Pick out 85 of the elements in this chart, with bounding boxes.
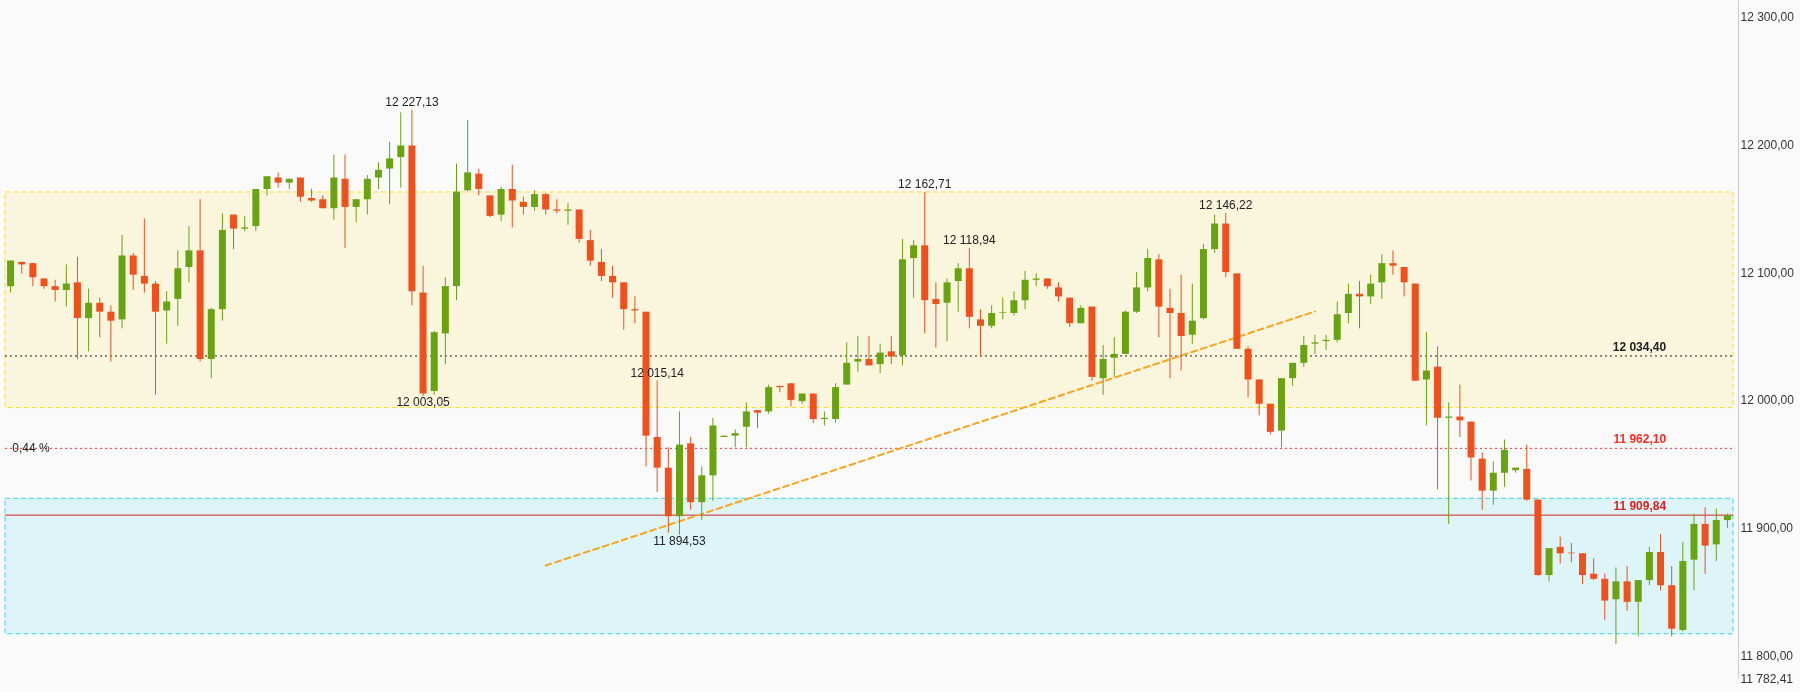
y-tick-label: 12 100,00: [1740, 265, 1795, 280]
candlestick: [865, 335, 873, 366]
annotation: 12 003,05: [396, 395, 451, 410]
candlestick: [1612, 566, 1620, 645]
candlestick: [1188, 283, 1196, 345]
candlestick: [1177, 274, 1185, 372]
annotation: 12 146,22: [1199, 198, 1253, 213]
candlestick: [787, 382, 795, 407]
y-tick-label: 11 900,00: [1740, 521, 1794, 536]
candlestick: [1500, 439, 1508, 488]
candlestick: [1590, 557, 1598, 581]
candlestick: [386, 141, 394, 205]
candlestick: [1601, 573, 1609, 621]
candlestick: [85, 288, 93, 352]
annotation: 12 118,94: [943, 232, 996, 247]
annotation: 11 894,53: [653, 533, 707, 548]
candlestick: [475, 168, 483, 196]
candlestick: [843, 341, 851, 386]
candlestick: [887, 335, 895, 365]
candlestick: [296, 177, 304, 203]
candlestick: [107, 304, 115, 363]
candlestick: [932, 281, 940, 349]
candlestick: [374, 161, 382, 190]
candlestick: [1579, 552, 1586, 585]
candlestick: [1489, 460, 1497, 506]
candlestick: [531, 189, 539, 212]
candlestick: [1300, 335, 1308, 368]
candlestick: [129, 252, 137, 291]
candlestick: [62, 263, 70, 308]
ref-line-label: 11 909,84: [1613, 499, 1667, 514]
candlestick: [1623, 565, 1631, 612]
candlestick: [542, 192, 550, 216]
candlestick: [742, 401, 750, 448]
candlestick: [1344, 283, 1352, 324]
candlestick: [910, 239, 918, 299]
candlestick: [854, 335, 862, 373]
annotation: 0,44 %: [12, 441, 51, 456]
candlestick: [230, 214, 238, 250]
candlestick: [363, 174, 371, 216]
candlestick: [586, 229, 594, 267]
candlestick: [954, 262, 962, 313]
candlestick: [274, 171, 282, 189]
candlestick: [1556, 536, 1564, 564]
candlestick: [597, 248, 605, 282]
candlestick: [163, 290, 171, 345]
candlestick: [876, 343, 884, 374]
annotation: 12 162,71: [898, 176, 952, 191]
candlestick: [1166, 288, 1174, 379]
candlestick: [1389, 249, 1397, 276]
candlestick: [486, 194, 494, 218]
y-tick-label: 11 800,00: [1740, 649, 1794, 664]
candlestick: [999, 297, 1007, 320]
candlestick: [1634, 579, 1642, 637]
candlestick: [1110, 336, 1118, 378]
candlestick: [1701, 506, 1709, 575]
ref-line-label: 12 034,40: [1612, 339, 1667, 354]
annotation: 12 227,13: [385, 94, 439, 109]
candlestick: [988, 304, 996, 329]
candlestick: [1311, 334, 1319, 355]
candlestick: [51, 279, 59, 302]
candlestick: [1021, 270, 1029, 310]
y-tick-label: 11 782,41: [1740, 671, 1794, 686]
ref-line-label: 11 962,10: [1613, 432, 1667, 447]
candlestick: [508, 164, 516, 228]
candlestick: [1099, 344, 1107, 396]
y-tick-label: 12 200,00: [1740, 137, 1795, 152]
candlestick: [352, 198, 360, 223]
candlestick: [96, 297, 104, 338]
candlestick: [397, 111, 405, 189]
candlestick: [1400, 266, 1408, 297]
candlestick: [609, 265, 617, 299]
candlestick: [1055, 281, 1063, 302]
candlestick: [140, 217, 148, 294]
candlestick: [943, 277, 951, 342]
y-tick-label: 12 300,00: [1740, 9, 1795, 24]
candlestick: [185, 225, 193, 283]
candlestick: [263, 175, 271, 196]
candlestick: [1010, 290, 1018, 317]
candlestick: [1367, 274, 1375, 305]
candlestick: [464, 119, 472, 193]
candlestick: [1378, 253, 1386, 300]
y-tick-label: 12 000,00: [1740, 393, 1795, 408]
candlestick: [564, 202, 572, 226]
candlestick: [976, 308, 984, 357]
candlestick: [29, 262, 37, 287]
